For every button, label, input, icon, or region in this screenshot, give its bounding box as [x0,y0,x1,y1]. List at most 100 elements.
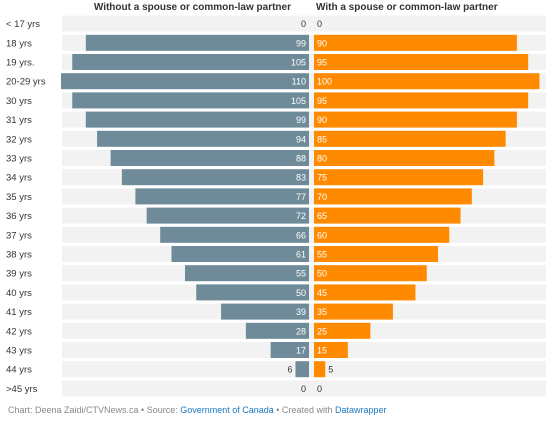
data-label-without-spouse: 66 [296,230,306,240]
bar-with-spouse [314,92,529,109]
category-label: 40 yrs [6,288,32,299]
data-label-with-spouse: 70 [317,192,327,202]
bar-with-spouse [314,226,450,243]
data-label-without-spouse: 110 [292,77,306,87]
data-label-without-spouse: 0 [301,384,306,394]
category-label: 41 yrs [6,307,32,318]
bar-with-spouse [314,54,529,70]
category-label: 39 yrs [6,269,32,280]
bar-without-spouse [97,130,309,147]
data-label-with-spouse: 90 [317,38,327,48]
row-background [62,15,546,32]
data-label-without-spouse: 72 [296,211,306,221]
bar-without-spouse [160,226,309,243]
bar-without-spouse [221,303,309,320]
category-label: 35 yrs [6,192,32,203]
bar-with-spouse [314,111,517,128]
data-label-without-spouse: 0 [301,19,306,29]
category-label: 36 yrs [6,211,32,222]
bar-without-spouse [61,73,309,90]
data-label-with-spouse: 0 [317,19,322,29]
bar-without-spouse [121,169,309,186]
bar-without-spouse [146,207,309,224]
data-label-with-spouse: 75 [317,173,327,183]
bar-with-spouse [314,169,484,186]
data-label-without-spouse: 99 [296,38,306,48]
bar-without-spouse [85,111,309,128]
data-label-without-spouse: 39 [296,307,306,317]
data-label-without-spouse: 50 [296,288,306,298]
footer-credit: Chart: Deena Zaidi/CTVNews.ca • Source: [8,405,181,415]
data-label-without-spouse: 55 [296,269,306,279]
bar-without-spouse [72,54,309,70]
category-label: 19 yrs. [6,58,35,69]
data-label-with-spouse: 85 [317,134,327,144]
category-label: 33 yrs [6,154,32,165]
row-background [62,380,546,397]
bar-with-spouse [314,361,326,378]
data-label-with-spouse: 95 [317,96,327,106]
category-label: 34 yrs [6,173,32,184]
category-label: >45 yrs [6,384,38,395]
source-link[interactable]: Government of Canada [180,405,274,415]
bar-with-spouse [314,73,540,90]
bar-without-spouse [85,34,309,51]
data-label-without-spouse: 83 [296,173,306,183]
category-label: 32 yrs [6,134,32,145]
data-label-with-spouse: 50 [317,269,327,279]
chart-footer: Chart: Deena Zaidi/CTVNews.ca • Source: … [8,405,387,415]
category-label: 42 yrs [6,326,32,337]
category-label: 37 yrs [6,230,32,241]
bar-with-spouse [314,130,506,147]
category-label: 18 yrs [6,38,32,49]
data-label-with-spouse: 60 [317,230,327,240]
bar-with-spouse [314,150,495,166]
data-label-with-spouse: 25 [317,326,327,336]
data-label-with-spouse: 95 [317,58,327,68]
bar-without-spouse [185,265,309,282]
data-label-without-spouse: 28 [296,326,306,336]
data-label-with-spouse: 15 [317,346,327,356]
bar-without-spouse [196,284,309,301]
data-label-with-spouse: 35 [317,307,327,317]
bar-without-spouse [135,188,309,205]
bar-with-spouse [314,265,427,282]
data-label-with-spouse: 45 [317,288,327,298]
data-label-with-spouse: 90 [317,115,327,125]
data-label-without-spouse: 105 [291,58,306,68]
bar-without-spouse [171,246,309,262]
bar-with-spouse [314,34,517,51]
data-label-with-spouse: 5 [328,365,333,375]
bar-without-spouse [110,150,309,166]
category-label: 43 yrs [6,346,32,357]
data-label-without-spouse: 17 [296,346,306,356]
category-label: 38 yrs [6,250,32,261]
data-label-without-spouse: 61 [296,250,306,260]
data-label-without-spouse: 105 [291,96,306,106]
bar-with-spouse [314,207,461,224]
category-label: < 17 yrs [6,19,40,30]
data-label-without-spouse: 88 [296,154,306,164]
data-label-with-spouse: 65 [317,211,327,221]
data-label-without-spouse: 94 [296,134,306,144]
data-label-without-spouse: 6 [287,365,292,375]
bar-without-spouse [72,92,309,109]
bar-with-spouse [314,188,472,205]
category-label: 20-29 yrs [6,77,46,88]
data-label-without-spouse: 77 [296,192,306,202]
category-label: 31 yrs [6,115,32,126]
bar-without-spouse [245,322,309,339]
bar-with-spouse [314,284,416,301]
datawrapper-link[interactable]: Datawrapper [334,405,387,415]
bar-with-spouse [314,303,393,320]
footer-created-with: • Created with [273,405,335,415]
legend-right-series: With a spouse or common-law partner [316,2,498,13]
data-label-with-spouse: 80 [317,154,327,164]
data-label-with-spouse: 100 [317,77,332,87]
bar-with-spouse [314,246,438,262]
legend-left-series: Without a spouse or common-law partner [94,2,291,13]
data-label-without-spouse: 99 [296,115,306,125]
category-label: 30 yrs [6,96,32,107]
